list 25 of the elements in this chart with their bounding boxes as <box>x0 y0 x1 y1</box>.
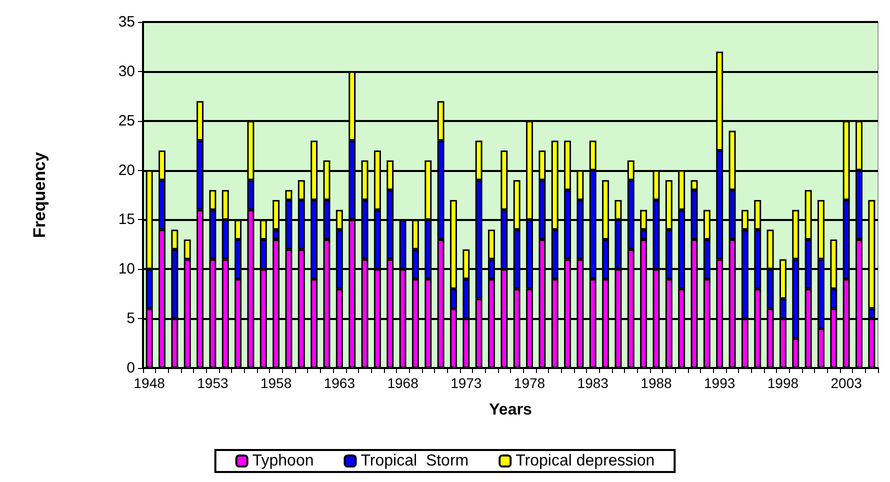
x-tick-label: 1993 <box>704 375 736 391</box>
x-tick-label: 1988 <box>640 375 672 391</box>
x-tick-label: 1948 <box>134 375 166 391</box>
y-tick-label: 25 <box>118 112 135 130</box>
x-tick-label: 1953 <box>197 375 228 391</box>
y-tick-label: 30 <box>118 62 135 80</box>
legend-label: Tropical depression <box>516 452 655 470</box>
legend-label: Typhoon <box>252 452 314 470</box>
y-tick-label: 35 <box>118 14 135 30</box>
x-tick-label: 1958 <box>260 375 292 391</box>
x-tick-label: 1998 <box>767 375 799 391</box>
x-tick-label: 1963 <box>324 375 356 391</box>
legend-label: Tropical Storm <box>360 452 469 470</box>
x-tick-label: 1968 <box>387 375 419 391</box>
y-tick-label: 15 <box>118 211 135 228</box>
y-tick-label: 10 <box>118 260 135 278</box>
x-tick-label: 1983 <box>577 375 609 391</box>
x-axis-title: Years <box>489 402 532 418</box>
y-axis-title: Frequency <box>30 151 49 238</box>
y-tick-label: 0 <box>126 360 135 376</box>
y-tick-label: 5 <box>126 310 135 328</box>
x-tick-label: 2003 <box>830 375 862 391</box>
y-tick-label: 20 <box>118 162 135 179</box>
x-tick-label: 1978 <box>514 375 546 391</box>
x-tick-label: 1973 <box>450 375 482 391</box>
